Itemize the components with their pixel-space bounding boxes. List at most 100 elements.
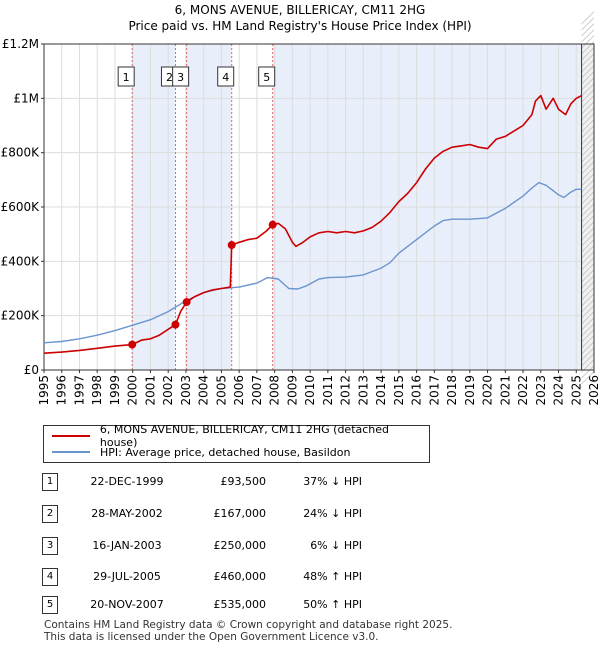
sale-number: 5 bbox=[42, 596, 58, 614]
hatch-line bbox=[581, 107, 595, 121]
hatch-line bbox=[581, 53, 595, 67]
x-tick-label: 1998 bbox=[90, 375, 104, 406]
hatch-line bbox=[581, 167, 595, 181]
x-tick-label: 2001 bbox=[143, 375, 157, 406]
hatch-line bbox=[581, 149, 595, 163]
sale-label-number: 2 bbox=[166, 71, 173, 84]
sale-price: £460,000 bbox=[213, 570, 267, 583]
hatch-line bbox=[581, 11, 595, 25]
x-tick-label: 2015 bbox=[392, 375, 406, 406]
sale-label-box bbox=[258, 66, 276, 87]
hatch-line bbox=[581, 263, 595, 277]
hatch-line bbox=[581, 191, 595, 205]
legend-item-property: 6, MONS AVENUE, BILLERICAY, CM11 2HG (de… bbox=[52, 423, 429, 449]
hatch-line bbox=[581, 35, 595, 49]
projection-hatch bbox=[581, 11, 595, 385]
sale-date: 16-JAN-2003 bbox=[92, 539, 162, 552]
hatch-line bbox=[581, 239, 595, 253]
property-price-line bbox=[43, 94, 582, 354]
hatch-line bbox=[581, 209, 595, 223]
sale-number: 3 bbox=[42, 537, 58, 555]
x-tick-label: 2018 bbox=[445, 375, 459, 406]
x-tick-label: 2016 bbox=[410, 375, 424, 406]
hatch-line bbox=[581, 305, 595, 319]
x-tick-label: 2012 bbox=[339, 375, 353, 406]
sale-price: £93,500 bbox=[220, 475, 267, 488]
footer-copyright: Contains HM Land Registry data © Crown c… bbox=[44, 619, 453, 631]
hatch-line bbox=[581, 125, 595, 139]
sale-label-box bbox=[217, 66, 235, 87]
hatch-line bbox=[581, 257, 595, 271]
hatch-line bbox=[581, 137, 595, 151]
chart-title-address: 6, MONS AVENUE, BILLERICAY, CM11 2HG bbox=[174, 3, 426, 17]
hatch-line bbox=[581, 95, 595, 109]
table-row: 2 28-MAY-2002 £167,000 24% ↓ HPI bbox=[42, 505, 462, 523]
x-tick-label: 2017 bbox=[427, 375, 441, 406]
x-tick-label: 2002 bbox=[161, 375, 175, 406]
legend: 6, MONS AVENUE, BILLERICAY, CM11 2HG (de… bbox=[43, 423, 430, 463]
x-tick-label: 2008 bbox=[268, 375, 282, 406]
hatch-line bbox=[581, 161, 595, 175]
hatch-line bbox=[581, 173, 595, 187]
x-tick-label: 2011 bbox=[321, 375, 335, 406]
sale-hpi-diff: 24% ↓ HPI bbox=[303, 507, 362, 520]
hatch-line bbox=[581, 335, 595, 349]
sale-date: 22-DEC-1999 bbox=[90, 475, 164, 488]
hatch-line bbox=[581, 29, 595, 43]
legend-swatch-hpi bbox=[52, 451, 90, 453]
sale-date: 28-MAY-2002 bbox=[91, 507, 163, 520]
sale-label-number: 5 bbox=[263, 71, 270, 84]
hatch-line bbox=[581, 113, 595, 127]
hatch-line bbox=[581, 89, 595, 103]
sale-number: 2 bbox=[42, 505, 58, 523]
sale-points bbox=[128, 220, 277, 349]
hatch-line bbox=[581, 323, 595, 337]
table-row: 3 16-JAN-2003 £250,000 6% ↓ HPI bbox=[42, 537, 462, 555]
hatch-line bbox=[581, 71, 595, 85]
x-tick-label: 2000 bbox=[126, 375, 140, 406]
chart-title-subtitle: Price paid vs. HM Land Registry's House … bbox=[128, 19, 472, 33]
hatch-line bbox=[581, 215, 595, 229]
hatch-line bbox=[581, 365, 595, 379]
hatch-line bbox=[581, 245, 595, 259]
hatch-line bbox=[581, 131, 595, 145]
hatch-line bbox=[581, 251, 595, 265]
sale-hpi-diff: 50% ↑ HPI bbox=[303, 598, 362, 611]
hatch-line bbox=[581, 329, 595, 343]
x-tick-label: 2006 bbox=[232, 375, 246, 406]
x-tick-label: 1997 bbox=[72, 375, 86, 406]
legend-label-property: 6, MONS AVENUE, BILLERICAY, CM11 2HG (de… bbox=[99, 423, 390, 449]
sale-point bbox=[182, 298, 191, 307]
hatch-line bbox=[581, 317, 595, 331]
y-tick-label: £1M bbox=[13, 91, 39, 105]
x-tick-label: 2022 bbox=[516, 375, 530, 406]
x-tick-label: 2020 bbox=[481, 375, 495, 406]
x-tick-label: 1996 bbox=[55, 375, 69, 406]
hatch-line bbox=[581, 347, 595, 361]
x-tick-label: 2005 bbox=[214, 375, 228, 406]
x-tick-label: 2026 bbox=[587, 375, 600, 406]
hatch-line bbox=[581, 371, 595, 385]
footer-license: This data is licensed under the Open Gov… bbox=[44, 631, 379, 643]
x-tick-label: 2019 bbox=[463, 375, 477, 406]
legend-item-hpi: HPI: Average price, detached house, Basi… bbox=[52, 444, 350, 460]
sale-label-number: 3 bbox=[177, 71, 184, 84]
hatch-line bbox=[581, 287, 595, 301]
sale-price: £250,000 bbox=[213, 539, 267, 552]
hpi-line bbox=[43, 181, 582, 344]
sale-hpi-diff: 6% ↓ HPI bbox=[310, 539, 362, 552]
sale-point bbox=[227, 241, 236, 250]
x-tick-label: 2021 bbox=[498, 375, 512, 406]
sale-label-box bbox=[117, 66, 135, 87]
hatch-line bbox=[581, 311, 595, 325]
hatch-line bbox=[581, 353, 595, 367]
hatch-line bbox=[581, 119, 595, 133]
hatch-line bbox=[581, 233, 595, 247]
y-tick-label: £400K bbox=[1, 254, 41, 268]
x-tick-label: 2013 bbox=[356, 375, 370, 406]
x-tick-label: 2014 bbox=[374, 375, 388, 406]
sale-point bbox=[128, 340, 137, 349]
hatch-line bbox=[581, 203, 595, 217]
sale-label-number: 4 bbox=[222, 71, 229, 84]
